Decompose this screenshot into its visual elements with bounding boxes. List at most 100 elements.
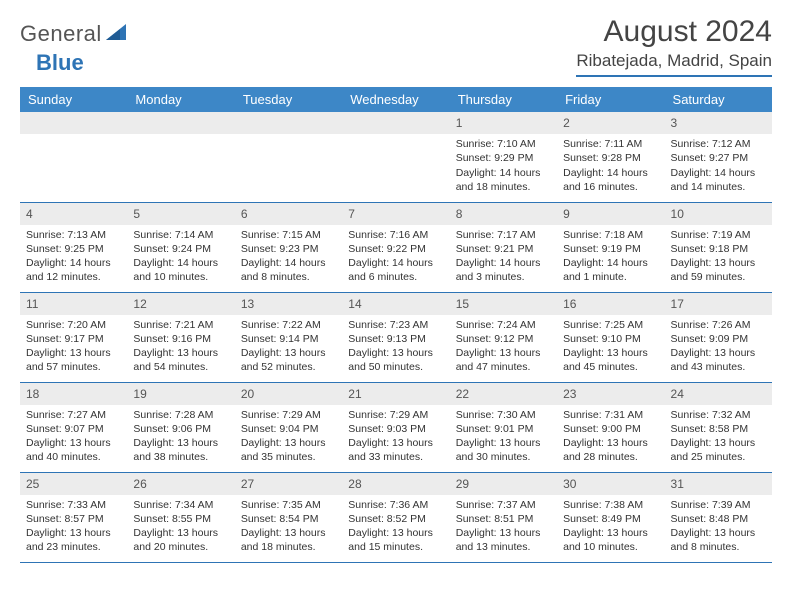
day-details: Sunrise: 7:32 AMSunset: 8:58 PMDaylight:… (665, 405, 772, 469)
day-details: Sunrise: 7:11 AMSunset: 9:28 PMDaylight:… (557, 134, 664, 198)
calendar-day-cell: 23Sunrise: 7:31 AMSunset: 9:00 PMDayligh… (557, 382, 664, 472)
calendar-day-cell: 21Sunrise: 7:29 AMSunset: 9:03 PMDayligh… (342, 382, 449, 472)
day-details: Sunrise: 7:21 AMSunset: 9:16 PMDaylight:… (127, 315, 234, 379)
calendar-week-row: 4Sunrise: 7:13 AMSunset: 9:25 PMDaylight… (20, 202, 772, 292)
calendar-empty-cell (235, 112, 342, 202)
day-number: 31 (665, 473, 772, 495)
weekday-header: Thursday (450, 87, 557, 112)
day-number: 14 (342, 293, 449, 315)
calendar-day-cell: 20Sunrise: 7:29 AMSunset: 9:04 PMDayligh… (235, 382, 342, 472)
calendar-day-cell: 22Sunrise: 7:30 AMSunset: 9:01 PMDayligh… (450, 382, 557, 472)
day-details: Sunrise: 7:31 AMSunset: 9:00 PMDaylight:… (557, 405, 664, 469)
weekday-header: Sunday (20, 87, 127, 112)
day-number: 1 (450, 112, 557, 134)
calendar-day-cell: 24Sunrise: 7:32 AMSunset: 8:58 PMDayligh… (665, 382, 772, 472)
day-details: Sunrise: 7:19 AMSunset: 9:18 PMDaylight:… (665, 225, 772, 289)
calendar-week-row: 25Sunrise: 7:33 AMSunset: 8:57 PMDayligh… (20, 472, 772, 562)
day-details: Sunrise: 7:20 AMSunset: 9:17 PMDaylight:… (20, 315, 127, 379)
day-number: 5 (127, 203, 234, 225)
calendar-day-cell: 2Sunrise: 7:11 AMSunset: 9:28 PMDaylight… (557, 112, 664, 202)
calendar-day-cell: 15Sunrise: 7:24 AMSunset: 9:12 PMDayligh… (450, 292, 557, 382)
calendar-day-cell: 14Sunrise: 7:23 AMSunset: 9:13 PMDayligh… (342, 292, 449, 382)
month-title: August 2024 (576, 15, 772, 49)
day-details: Sunrise: 7:36 AMSunset: 8:52 PMDaylight:… (342, 495, 449, 559)
day-details: Sunrise: 7:37 AMSunset: 8:51 PMDaylight:… (450, 495, 557, 559)
day-number: 2 (557, 112, 664, 134)
day-details: Sunrise: 7:29 AMSunset: 9:04 PMDaylight:… (235, 405, 342, 469)
day-number: 26 (127, 473, 234, 495)
day-number: 15 (450, 293, 557, 315)
day-number: 23 (557, 383, 664, 405)
calendar-day-cell: 16Sunrise: 7:25 AMSunset: 9:10 PMDayligh… (557, 292, 664, 382)
day-number: 24 (665, 383, 772, 405)
day-number: 11 (20, 293, 127, 315)
day-details: Sunrise: 7:15 AMSunset: 9:23 PMDaylight:… (235, 225, 342, 289)
calendar-day-cell: 25Sunrise: 7:33 AMSunset: 8:57 PMDayligh… (20, 472, 127, 562)
logo: General (20, 15, 128, 47)
day-number: 12 (127, 293, 234, 315)
day-number: 27 (235, 473, 342, 495)
day-details: Sunrise: 7:22 AMSunset: 9:14 PMDaylight:… (235, 315, 342, 379)
page-header: General August 2024 Ribatejada, Madrid, … (20, 15, 772, 77)
calendar-week-row: 1Sunrise: 7:10 AMSunset: 9:29 PMDaylight… (20, 112, 772, 202)
day-details: Sunrise: 7:16 AMSunset: 9:22 PMDaylight:… (342, 225, 449, 289)
calendar-day-cell: 7Sunrise: 7:16 AMSunset: 9:22 PMDaylight… (342, 202, 449, 292)
logo-text-blue: Blue (36, 50, 84, 75)
day-details: Sunrise: 7:38 AMSunset: 8:49 PMDaylight:… (557, 495, 664, 559)
day-details: Sunrise: 7:34 AMSunset: 8:55 PMDaylight:… (127, 495, 234, 559)
logo-text-general: General (20, 21, 102, 47)
title-block: August 2024 Ribatejada, Madrid, Spain (576, 15, 772, 77)
day-number: 17 (665, 293, 772, 315)
day-details: Sunrise: 7:25 AMSunset: 9:10 PMDaylight:… (557, 315, 664, 379)
day-details: Sunrise: 7:33 AMSunset: 8:57 PMDaylight:… (20, 495, 127, 559)
day-details: Sunrise: 7:13 AMSunset: 9:25 PMDaylight:… (20, 225, 127, 289)
calendar-day-cell: 8Sunrise: 7:17 AMSunset: 9:21 PMDaylight… (450, 202, 557, 292)
logo-triangle-icon (106, 24, 126, 45)
calendar-day-cell: 26Sunrise: 7:34 AMSunset: 8:55 PMDayligh… (127, 472, 234, 562)
day-details: Sunrise: 7:30 AMSunset: 9:01 PMDaylight:… (450, 405, 557, 469)
weekday-header: Saturday (665, 87, 772, 112)
calendar-day-cell: 28Sunrise: 7:36 AMSunset: 8:52 PMDayligh… (342, 472, 449, 562)
day-number: 25 (20, 473, 127, 495)
day-number: 3 (665, 112, 772, 134)
day-number: 30 (557, 473, 664, 495)
calendar-table: SundayMondayTuesdayWednesdayThursdayFrid… (20, 87, 772, 563)
day-details: Sunrise: 7:12 AMSunset: 9:27 PMDaylight:… (665, 134, 772, 198)
calendar-day-cell: 29Sunrise: 7:37 AMSunset: 8:51 PMDayligh… (450, 472, 557, 562)
day-details: Sunrise: 7:23 AMSunset: 9:13 PMDaylight:… (342, 315, 449, 379)
day-number: 21 (342, 383, 449, 405)
day-details: Sunrise: 7:39 AMSunset: 8:48 PMDaylight:… (665, 495, 772, 559)
weekday-header: Wednesday (342, 87, 449, 112)
calendar-day-cell: 1Sunrise: 7:10 AMSunset: 9:29 PMDaylight… (450, 112, 557, 202)
calendar-day-cell: 30Sunrise: 7:38 AMSunset: 8:49 PMDayligh… (557, 472, 664, 562)
day-number: 19 (127, 383, 234, 405)
weekday-header: Friday (557, 87, 664, 112)
calendar-empty-cell (20, 112, 127, 202)
calendar-day-cell: 13Sunrise: 7:22 AMSunset: 9:14 PMDayligh… (235, 292, 342, 382)
day-number: 13 (235, 293, 342, 315)
calendar-head: SundayMondayTuesdayWednesdayThursdayFrid… (20, 87, 772, 112)
day-number: 22 (450, 383, 557, 405)
calendar-day-cell: 18Sunrise: 7:27 AMSunset: 9:07 PMDayligh… (20, 382, 127, 472)
day-details: Sunrise: 7:29 AMSunset: 9:03 PMDaylight:… (342, 405, 449, 469)
weekday-header: Tuesday (235, 87, 342, 112)
day-number: 9 (557, 203, 664, 225)
day-number: 18 (20, 383, 127, 405)
calendar-week-row: 11Sunrise: 7:20 AMSunset: 9:17 PMDayligh… (20, 292, 772, 382)
day-number: 10 (665, 203, 772, 225)
calendar-day-cell: 4Sunrise: 7:13 AMSunset: 9:25 PMDaylight… (20, 202, 127, 292)
day-details: Sunrise: 7:27 AMSunset: 9:07 PMDaylight:… (20, 405, 127, 469)
day-details: Sunrise: 7:18 AMSunset: 9:19 PMDaylight:… (557, 225, 664, 289)
calendar-day-cell: 27Sunrise: 7:35 AMSunset: 8:54 PMDayligh… (235, 472, 342, 562)
calendar-day-cell: 31Sunrise: 7:39 AMSunset: 8:48 PMDayligh… (665, 472, 772, 562)
calendar-day-cell: 9Sunrise: 7:18 AMSunset: 9:19 PMDaylight… (557, 202, 664, 292)
calendar-day-cell: 17Sunrise: 7:26 AMSunset: 9:09 PMDayligh… (665, 292, 772, 382)
day-number: 20 (235, 383, 342, 405)
weekday-header: Monday (127, 87, 234, 112)
calendar-empty-cell (127, 112, 234, 202)
day-details: Sunrise: 7:14 AMSunset: 9:24 PMDaylight:… (127, 225, 234, 289)
calendar-day-cell: 11Sunrise: 7:20 AMSunset: 9:17 PMDayligh… (20, 292, 127, 382)
logo-text-blue-wrap: Blue (36, 50, 84, 76)
day-details: Sunrise: 7:24 AMSunset: 9:12 PMDaylight:… (450, 315, 557, 379)
calendar-day-cell: 6Sunrise: 7:15 AMSunset: 9:23 PMDaylight… (235, 202, 342, 292)
